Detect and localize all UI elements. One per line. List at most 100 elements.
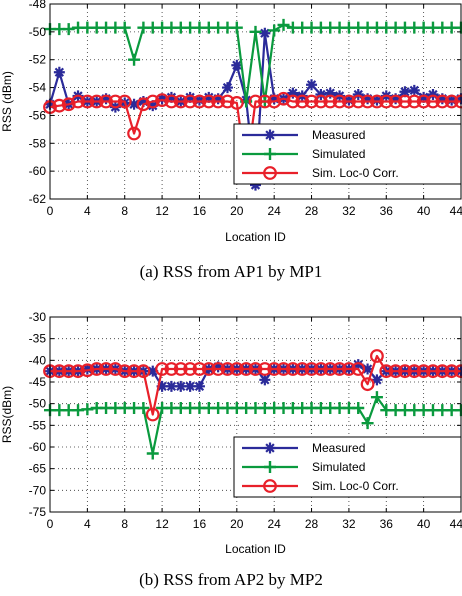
x-tick-label: 28 [305, 204, 319, 218]
data-point [108, 362, 123, 376]
series-markers-2 [44, 18, 462, 108]
data-point [127, 126, 141, 141]
data-point [416, 364, 431, 379]
data-point [267, 94, 282, 109]
y-tick-label: -58 [29, 136, 47, 150]
series-markers-2 [44, 391, 462, 460]
x-tick-label: 0 [47, 204, 54, 218]
data-point [192, 362, 207, 376]
y-tick-label: -48 [29, 0, 47, 11]
y-axis-label: RSS(dBm) [0, 386, 14, 443]
data-point [362, 363, 374, 375]
data-point [436, 93, 448, 105]
x-tick-label: 44 [450, 517, 462, 531]
data-point [313, 94, 328, 109]
data-point [446, 94, 458, 106]
data-point [418, 91, 430, 103]
data-point [99, 362, 113, 376]
data-point [165, 380, 177, 392]
y-tick-label: -56 [29, 108, 47, 122]
x-tick-label: 40 [417, 517, 431, 531]
legend-marker-1 [264, 129, 276, 141]
y-tick-label: -75 [29, 505, 47, 519]
chart-a: 0 4 8 12 16 20 24 28 32 36 40 44 -62 -60 -58 -56 -54 -52 -… [0, 0, 462, 244]
data-point [379, 364, 394, 379]
data-point [249, 25, 262, 38]
data-point [276, 91, 291, 106]
x-tick-label: 8 [121, 517, 128, 531]
data-point [444, 94, 459, 109]
data-point [184, 91, 196, 103]
data-point [250, 179, 261, 191]
data-point [147, 365, 159, 377]
data-point [211, 94, 226, 109]
data-point [81, 403, 94, 416]
x-tick-label: 36 [380, 517, 394, 531]
data-point [306, 79, 318, 91]
axes-frame [49, 3, 462, 200]
data-point [426, 94, 440, 109]
x-tick-label: 40 [417, 204, 431, 218]
data-point [229, 362, 244, 376]
legend: Measured Simulated Sim. Loc-0 Corr. [233, 436, 462, 498]
data-point [352, 89, 364, 101]
x-tick-label: 44 [450, 204, 462, 218]
data-point [61, 97, 76, 112]
data-point [371, 374, 383, 386]
data-point [230, 21, 243, 34]
data-point [342, 94, 356, 109]
data-point [248, 94, 263, 109]
data-point [212, 361, 224, 373]
data-point [80, 363, 95, 378]
data-point [201, 94, 216, 109]
data-point [220, 94, 235, 109]
data-point [164, 94, 179, 109]
data-point [315, 89, 327, 101]
data-point [145, 407, 160, 422]
x-tick-label: 16 [193, 204, 207, 218]
data-point [257, 362, 272, 376]
data-point [407, 364, 422, 379]
x-tick-label: 20 [230, 517, 244, 531]
data-point [352, 359, 364, 371]
x-tick-label: 12 [155, 517, 169, 531]
x-tick-label: 24 [268, 204, 282, 218]
data-point [128, 98, 140, 110]
legend-label-2: Simulated [312, 147, 365, 161]
x-axis-label: Location ID [225, 542, 286, 556]
data-point [146, 447, 159, 460]
data-point [362, 93, 374, 105]
x-axis-label: Location ID [225, 230, 286, 244]
chart-b: 0 4 8 12 16 20 24 28 32 36 40 44 -75 -70 -65 -60 -55 -50 -… [0, 310, 462, 556]
data-point [155, 93, 169, 108]
y-tick-label: -60 [29, 164, 47, 178]
x-tick-label: 16 [193, 517, 207, 531]
x-tick-label: 4 [84, 517, 91, 531]
legend-marker-2 [264, 148, 276, 160]
data-point [137, 402, 150, 414]
axes-frame [49, 316, 462, 513]
x-tick-label: 4 [84, 204, 91, 218]
data-point [81, 363, 93, 375]
x-tick-label: 20 [230, 204, 244, 218]
series-markers-3 [43, 349, 462, 422]
data-point [117, 94, 132, 109]
data-point [399, 86, 411, 98]
x-tick-label: 36 [380, 204, 394, 218]
data-point [173, 94, 188, 109]
data-point [211, 362, 226, 376]
y-tick-label: -40 [29, 353, 47, 367]
data-point [100, 93, 112, 105]
legend-label-2: Simulated [312, 460, 365, 474]
data-point [156, 380, 168, 392]
data-point [343, 94, 355, 106]
data-point [137, 96, 149, 107]
data-point [62, 23, 75, 36]
x-tick-label: 8 [121, 204, 128, 218]
data-point [203, 91, 215, 103]
data-point [71, 94, 85, 109]
data-point [342, 362, 356, 376]
legend-marker-3 [263, 166, 277, 180]
data-point [416, 94, 431, 109]
data-point [220, 362, 235, 376]
